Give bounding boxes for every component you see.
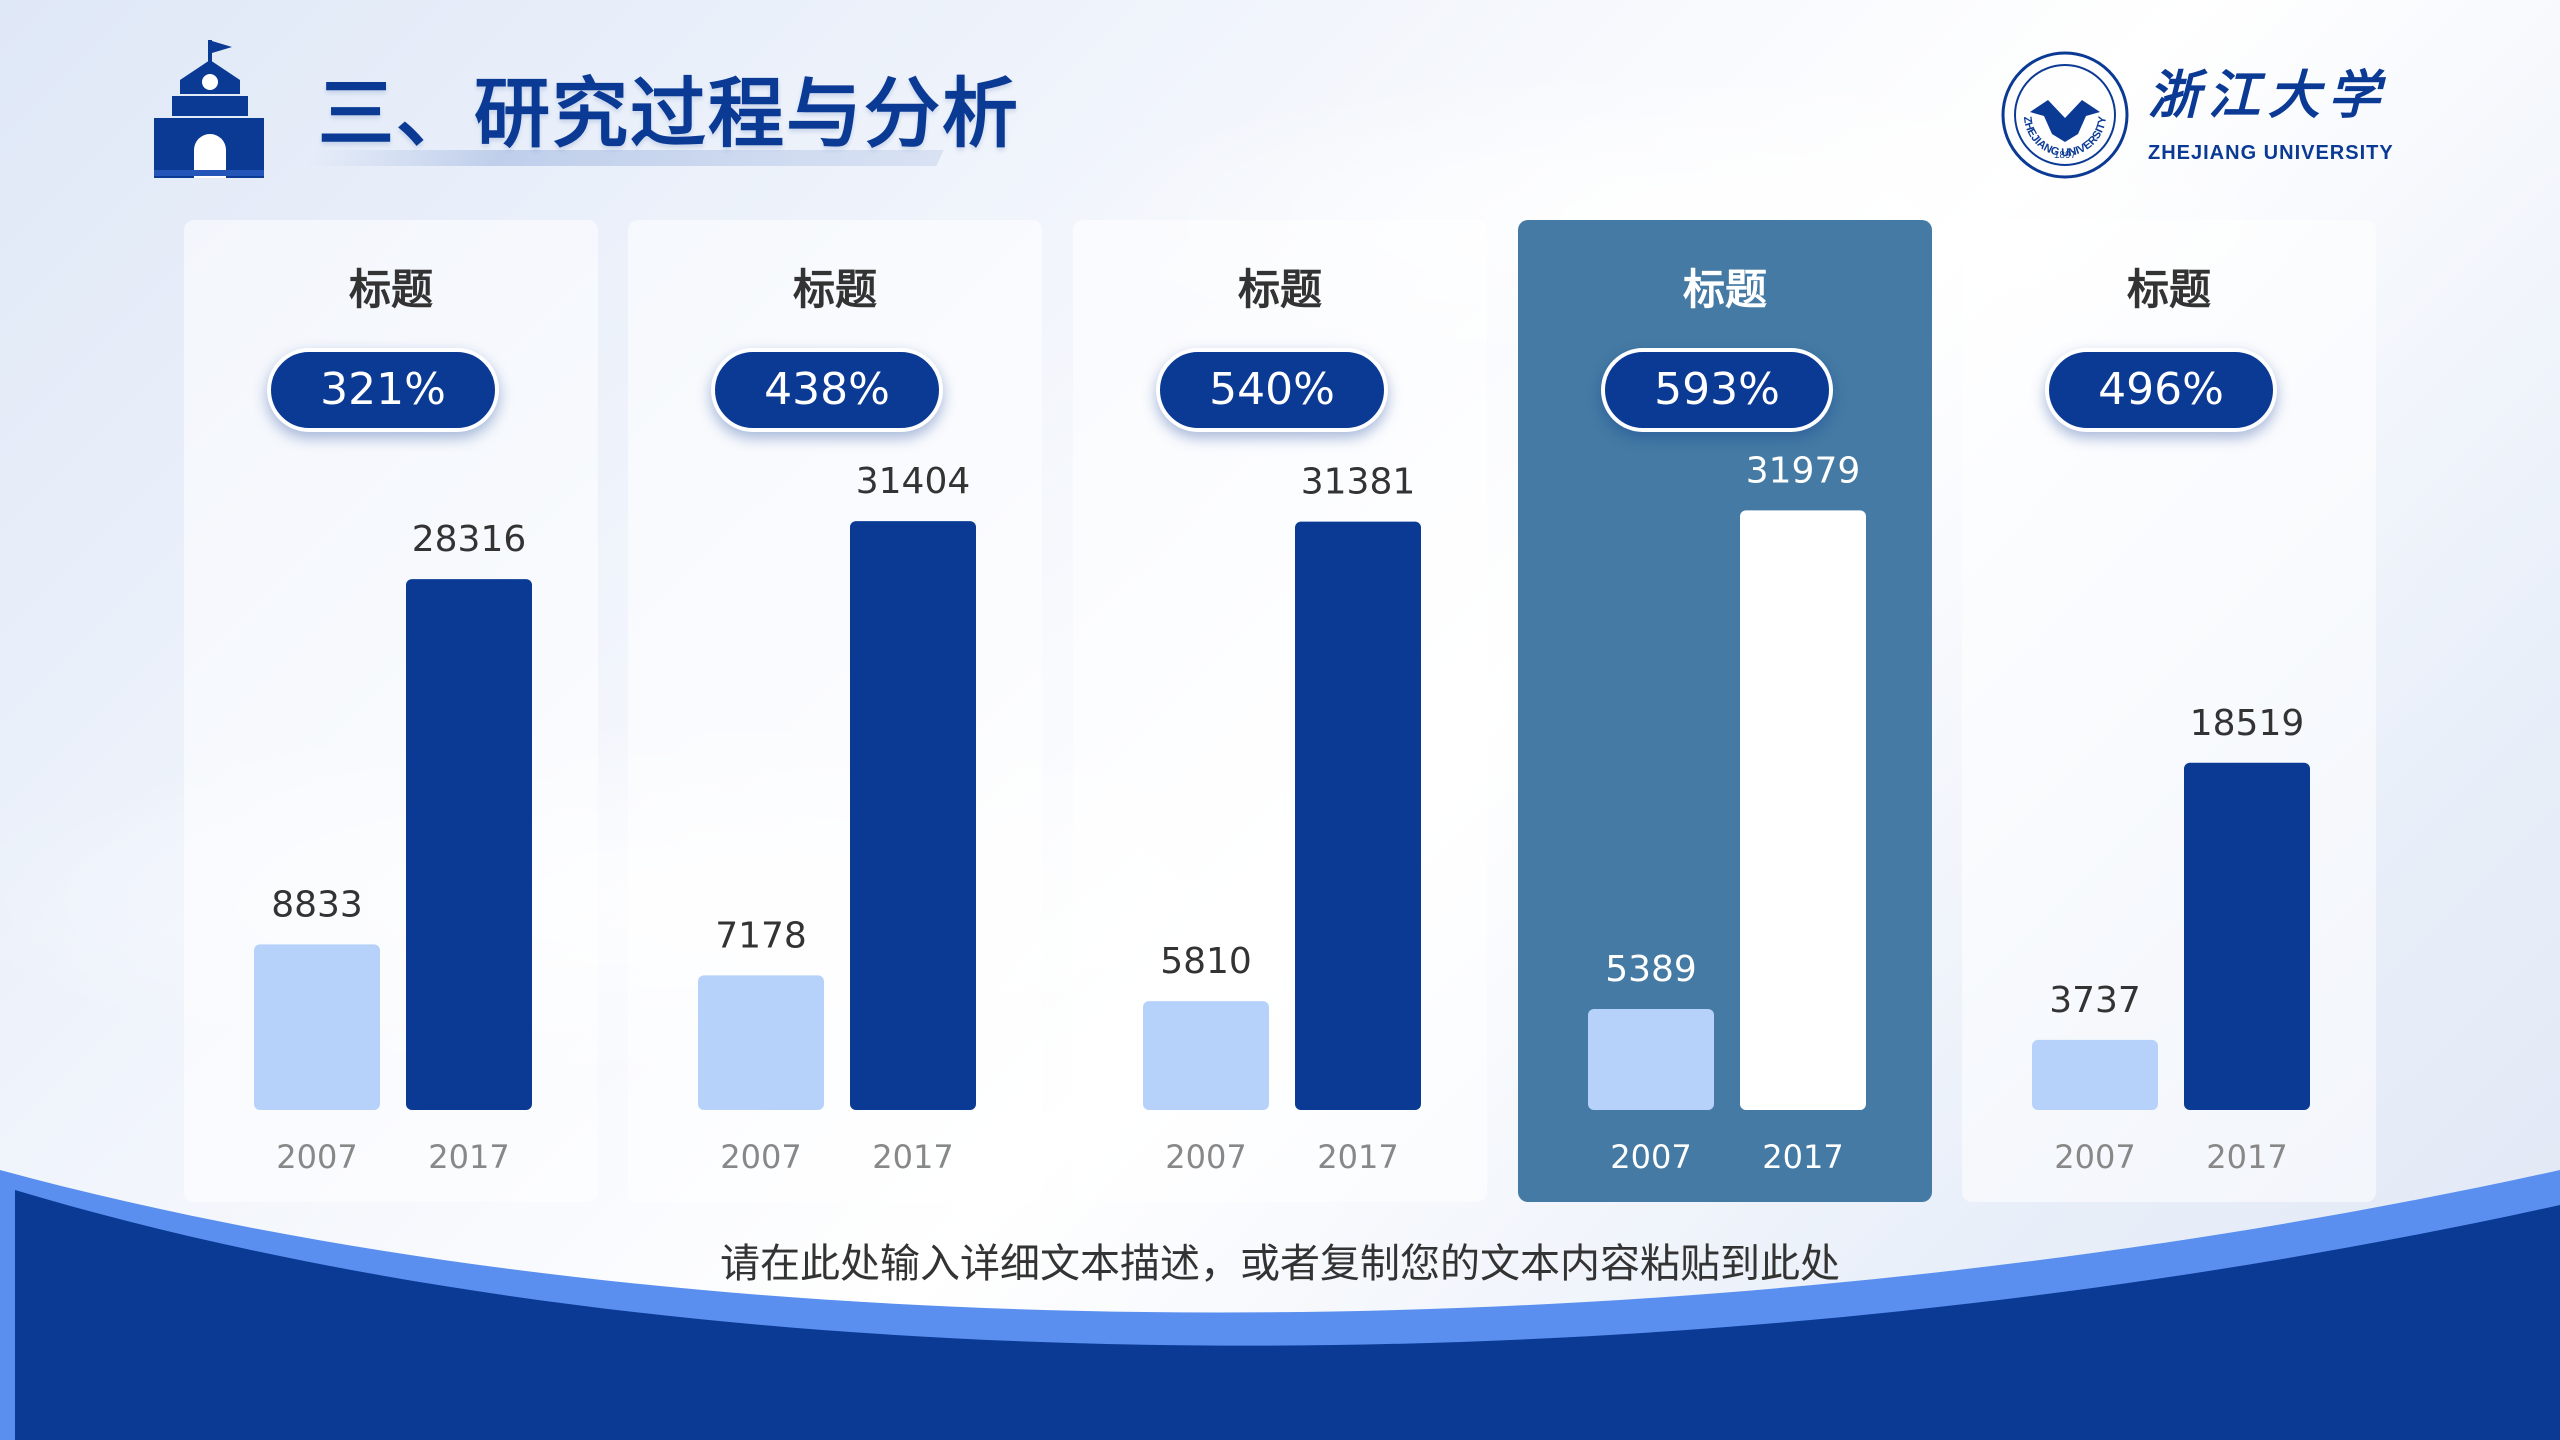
bar-2007 (698, 975, 824, 1110)
bar-2017 (2184, 762, 2310, 1110)
panel-title: 标题 (1237, 265, 1322, 314)
category-label: 2017 (2206, 1138, 2287, 1176)
caption-text: 请在此处输入详细文本描述，或者复制您的文本内容粘贴到此处 (720, 1241, 1840, 1287)
data-label: 28316 (412, 519, 527, 560)
data-label: 3737 (2049, 980, 2141, 1021)
data-label: 7178 (715, 915, 807, 956)
bar-chart: 5810 2007 31381 2017 (1143, 462, 1421, 1176)
data-label: 8833 (271, 884, 363, 925)
bar-chart: 5389 2007 31979 2017 (1588, 450, 1866, 1176)
bar-chart: 8833 2007 28316 2017 (254, 519, 532, 1176)
category-label: 2007 (1165, 1138, 1246, 1176)
category-label: 2007 (720, 1138, 801, 1176)
bar-2017 (1740, 510, 1866, 1110)
chart-panel: 标题 496% 3737 2007 18519 2017 (1962, 220, 2376, 1202)
chart-panel: 标题 593% 5389 2007 31979 2017 (1518, 220, 1932, 1202)
bar-2007 (1143, 1001, 1269, 1110)
bar-2017 (850, 521, 976, 1110)
data-label: 31381 (1301, 462, 1416, 503)
category-label: 2007 (1610, 1138, 1691, 1176)
panel-title: 标题 (1682, 265, 1767, 314)
category-label: 2017 (428, 1138, 509, 1176)
school-building-icon (154, 40, 264, 178)
chart-panel: 标题 321% 8833 2007 28316 2017 (184, 220, 598, 1202)
category-label: 2007 (2054, 1138, 2135, 1176)
bar-2007 (2032, 1039, 2158, 1110)
chart-panel: 标题 438% 7178 2007 31404 2017 (628, 220, 1042, 1202)
growth-percent-badge: 593% (1601, 348, 1833, 432)
growth-percent-badge: 496% (2045, 348, 2277, 432)
panel-title: 标题 (348, 265, 433, 314)
data-label: 18519 (2190, 703, 2305, 744)
bar-chart: 3737 2007 18519 2017 (2032, 703, 2310, 1176)
seal-year: 1897 (2054, 150, 2077, 161)
growth-percent-badge: 438% (711, 348, 943, 432)
category-label: 2007 (276, 1138, 357, 1176)
category-label: 2017 (872, 1138, 953, 1176)
growth-percent-badge: 321% (267, 348, 499, 432)
seal-icon: ZHEJIANG UNIVERSITY 1897 (2001, 51, 2129, 179)
bar-2017 (406, 579, 532, 1110)
panel-title: 标题 (2126, 265, 2211, 314)
university-logo: ZHEJIANG UNIVERSITY 1897 浙江大学 ZHEJIANG U… (2000, 50, 2410, 180)
bar-2017 (1295, 521, 1421, 1110)
bar-2007 (1588, 1008, 1714, 1110)
data-label: 5389 (1605, 949, 1697, 990)
data-label: 31404 (856, 461, 971, 502)
category-label: 2017 (1317, 1138, 1398, 1176)
bar-chart: 7178 2007 31404 2017 (698, 461, 976, 1176)
category-label: 2017 (1762, 1138, 1843, 1176)
logo-chinese-name: 浙江大学 (2148, 65, 2389, 126)
panel-title: 标题 (792, 265, 877, 314)
chart-panel: 标题 540% 5810 2007 31381 2017 (1073, 220, 1487, 1202)
growth-percent-badge: 540% (1156, 348, 1388, 432)
page-title: 三、研究过程与分析 (318, 69, 1020, 158)
logo-english-name: ZHEJIANG UNIVERSITY (2148, 142, 2394, 164)
bar-2007 (254, 944, 380, 1110)
data-label: 31979 (1746, 450, 1861, 491)
data-label: 5810 (1160, 941, 1252, 982)
